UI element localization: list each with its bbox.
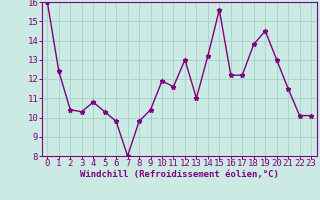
X-axis label: Windchill (Refroidissement éolien,°C): Windchill (Refroidissement éolien,°C)	[80, 170, 279, 179]
